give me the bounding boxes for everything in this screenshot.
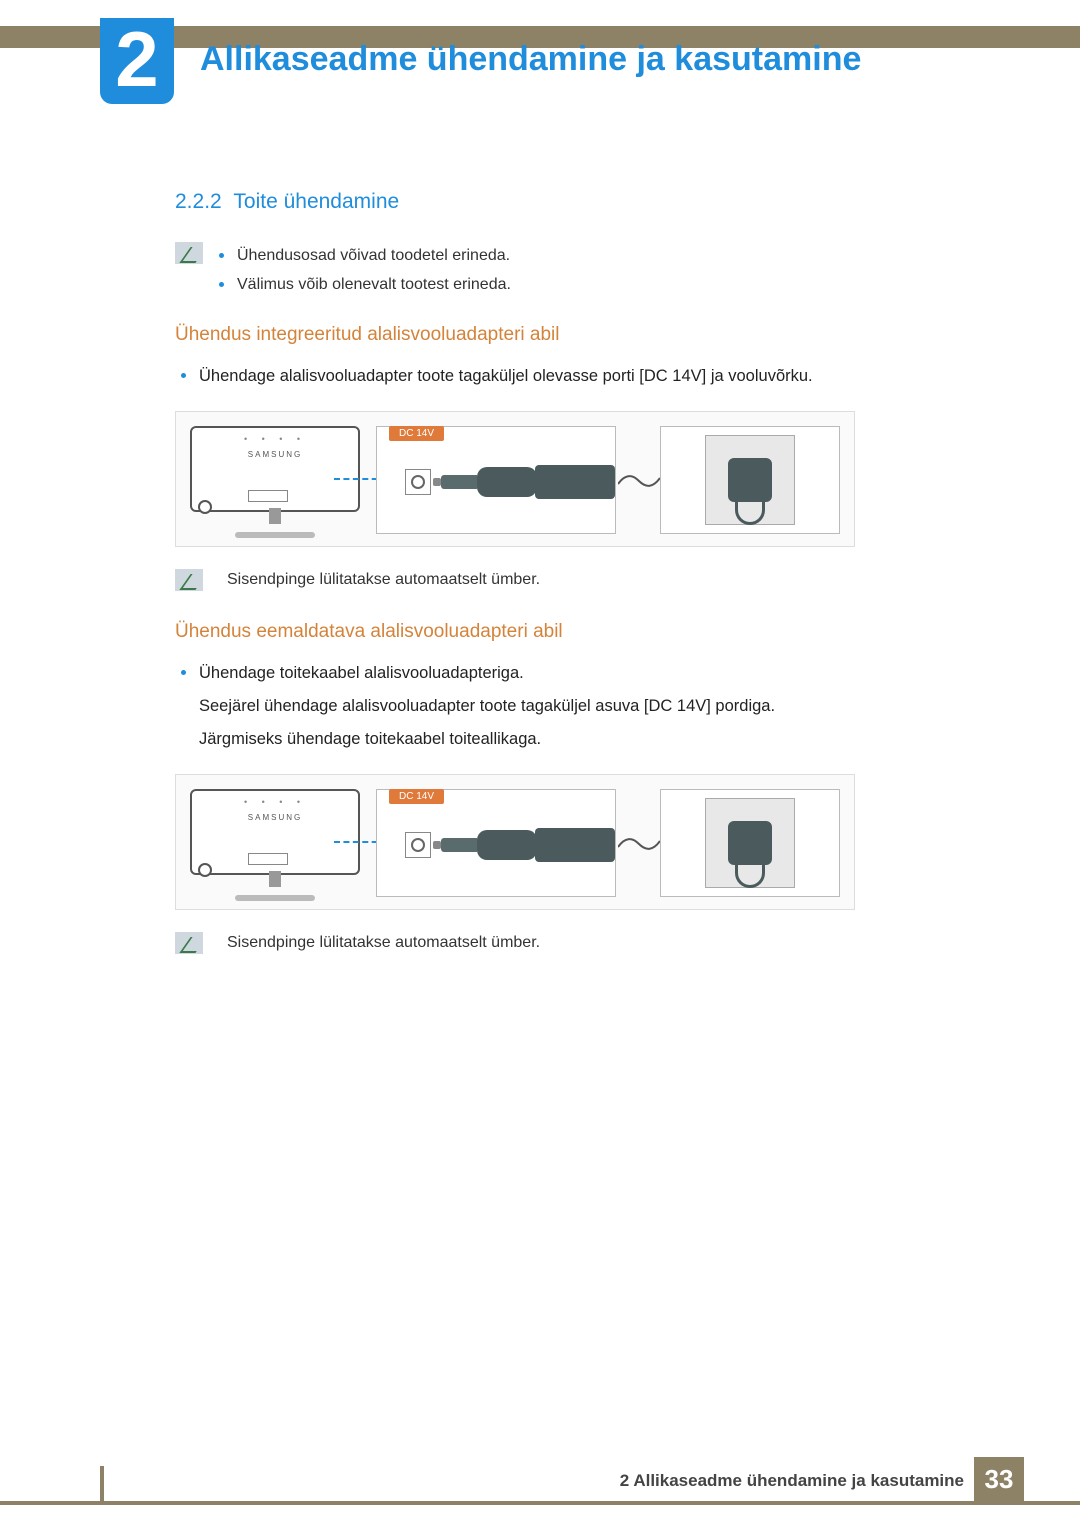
intro-note-block: Ühendusosad võivad toodetel erineda. Väl… <box>175 242 935 300</box>
subsection1-bullet: Ühendage alalisvooluadapter toote tagakü… <box>199 360 935 393</box>
intro-note-item: Välimus võib olenevalt tootest erineda. <box>237 271 935 300</box>
subsection1-note-text: Sisendpinge lülitatakse automaatselt ümb… <box>227 571 540 589</box>
dc-port-icon <box>405 832 431 858</box>
dc-label: DC 14V <box>389 789 444 804</box>
subsection2-bullets: Ühendage toitekaabel alalisvooluadapteri… <box>175 657 935 756</box>
subsection2-line: Järgmiseks ühendage toitekaabel toiteall… <box>199 730 541 748</box>
footer-left-rule <box>100 1466 104 1505</box>
footer-bar <box>0 1501 1080 1505</box>
dc-plug-illustration <box>441 828 591 862</box>
monitor-brand: SAMSUNG <box>248 813 302 822</box>
section-number: 2.2.2 <box>175 190 222 213</box>
subsection2-note: Sisendpinge lülitatakse automaatselt ümb… <box>175 932 935 954</box>
page-content: 2.2.2 Toite ühendamine Ühendusosad võiva… <box>175 190 935 984</box>
section-heading: 2.2.2 Toite ühendamine <box>175 190 935 214</box>
subsection2-line: Ühendage toitekaabel alalisvooluadapteri… <box>199 664 524 682</box>
dc-label: DC 14V <box>389 426 444 441</box>
subsection2-heading: Ühendus eemaldatava alalisvooluadapteri … <box>175 621 935 643</box>
footer-text: 2 Allikaseadme ühendamine ja kasutamine <box>620 1471 964 1491</box>
note-icon <box>175 569 203 591</box>
wall-socket-box <box>660 789 840 897</box>
subsection1-bullets: Ühendage alalisvooluadapter toote tagakü… <box>175 360 935 393</box>
cable-squiggle <box>618 474 660 488</box>
chapter-title: Allikaseadme ühendamine ja kasutamine <box>200 40 861 79</box>
dc-port-icon <box>405 469 431 495</box>
monitor-brand: SAMSUNG <box>248 450 302 459</box>
subsection2-note-text: Sisendpinge lülitatakse automaatselt ümb… <box>227 934 540 952</box>
intro-note-list: Ühendusosad võivad toodetel erineda. Väl… <box>213 242 935 300</box>
cable-squiggle <box>618 837 660 851</box>
dc-port-box: DC 14V <box>376 789 616 897</box>
section-title: Toite ühendamine <box>233 190 399 213</box>
subsection1-note: Sisendpinge lülitatakse automaatselt ümb… <box>175 569 935 591</box>
subsection2-line: Seejärel ühendage alalisvooluadapter too… <box>199 697 775 715</box>
monitor-illustration: • • • • SAMSUNG <box>190 426 360 538</box>
wall-socket-box <box>660 426 840 534</box>
subsection1-heading: Ühendus integreeritud alalisvooluadapter… <box>175 324 935 346</box>
dc-port-box: DC 14V <box>376 426 616 534</box>
page-number-badge: 33 <box>974 1457 1024 1501</box>
dc-plug-illustration <box>441 465 591 499</box>
note-icon <box>175 242 203 264</box>
subsection2-bullet: Ühendage toitekaabel alalisvooluadapteri… <box>199 657 935 756</box>
chapter-number-badge: 2 <box>100 18 174 104</box>
diagram-integrated-adapter: • • • • SAMSUNG DC 14V <box>175 411 855 547</box>
monitor-illustration: • • • • SAMSUNG <box>190 789 360 901</box>
intro-note-item: Ühendusosad võivad toodetel erineda. <box>237 242 935 271</box>
diagram-removable-adapter: • • • • SAMSUNG DC 14V <box>175 774 855 910</box>
note-icon <box>175 932 203 954</box>
